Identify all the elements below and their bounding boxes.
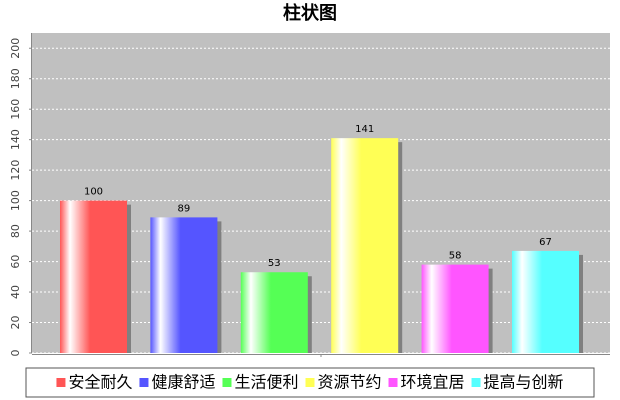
y-tick-label: 20 [9, 316, 22, 330]
y-tick-label: 40 [9, 285, 22, 299]
y-tick-label: 0 [9, 350, 22, 357]
value-label: 58 [449, 251, 462, 262]
y-tick-label: 120 [9, 160, 22, 181]
legend-swatch [222, 378, 232, 387]
legend-swatch [305, 378, 315, 387]
legend-label: 健康舒适 [151, 373, 215, 392]
bar [240, 272, 308, 353]
legend-label: 安全耐久 [68, 373, 132, 392]
bar [150, 217, 218, 353]
bar [421, 264, 489, 353]
y-tick-label: 200 [9, 38, 22, 59]
bar [331, 138, 399, 353]
legend-swatch [388, 378, 398, 387]
bar [512, 250, 579, 353]
legend-label: 提高与创新 [484, 373, 564, 392]
legend-swatch [139, 378, 149, 387]
y-tick-label: 180 [9, 68, 22, 89]
bar [60, 200, 127, 353]
value-label: 141 [355, 124, 374, 135]
legend-label: 生活便利 [234, 373, 298, 392]
legend-swatch [56, 378, 66, 387]
value-label: 100 [84, 187, 103, 198]
y-tick-label: 160 [9, 99, 22, 120]
chart-title: 柱状图 [283, 2, 337, 24]
value-label: 53 [268, 258, 281, 269]
y-tick-label: 140 [9, 129, 22, 150]
legend-label: 环境宜居 [401, 373, 465, 392]
value-label: 89 [178, 203, 191, 214]
legend-swatch [471, 378, 481, 387]
y-tick-label: 80 [9, 224, 22, 238]
value-label: 67 [539, 237, 552, 248]
y-tick-label: 100 [9, 190, 22, 211]
legend-label: 资源节约 [318, 373, 382, 392]
y-tick-label: 60 [9, 255, 22, 269]
